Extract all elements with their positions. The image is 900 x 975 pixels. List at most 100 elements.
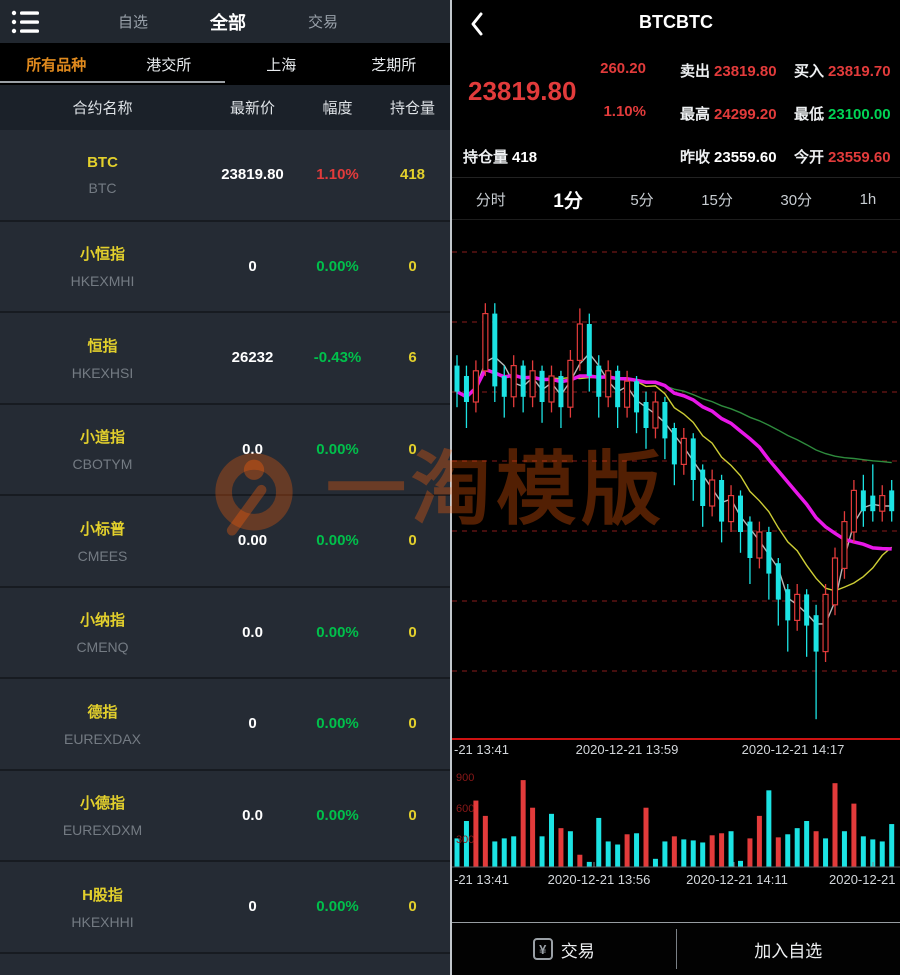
x-axis-label: 2020-12-21 14:11 bbox=[686, 872, 788, 887]
table-row[interactable]: 小恒指 HKEXMHI 0 0.00% 0 bbox=[0, 222, 450, 313]
instrument-name: 小标普 bbox=[79, 520, 125, 538]
instrument-change: 0.00% bbox=[316, 623, 359, 641]
instrument-change: 0.00% bbox=[316, 898, 359, 916]
table-row[interactable]: 小道指 CBOTYM 0.0 0.00% 0 bbox=[0, 405, 450, 496]
table-row[interactable]: 德指 EUREXDAX 0 0.00% 0 bbox=[0, 679, 450, 771]
volume-x-axis: -21 13:41 2020-12-21 13:56 2020-12-21 14… bbox=[452, 872, 900, 894]
instrument-code: HKEXHHI bbox=[71, 913, 134, 930]
buy-quote: 买入 23819.70 bbox=[794, 63, 891, 80]
instrument-price: 0 bbox=[248, 257, 257, 275]
add-watchlist-button[interactable]: 加入自选 bbox=[677, 923, 900, 975]
instrument-volume: 0 bbox=[408, 257, 417, 275]
button-divider bbox=[675, 929, 677, 969]
exchange-tab-shanghai[interactable]: 上海 bbox=[266, 56, 297, 74]
period-tab-timeline[interactable]: 分时 bbox=[475, 191, 506, 209]
nav-tab-all[interactable]: 全部 bbox=[210, 12, 246, 33]
buy-price: 23819.70 bbox=[828, 63, 891, 80]
col-header-change: 幅度 bbox=[322, 100, 353, 117]
add-watchlist-label: 加入自选 bbox=[754, 941, 823, 961]
low-price: 23100.00 bbox=[828, 106, 891, 123]
instrument-name: BTC bbox=[87, 153, 118, 171]
table-row[interactable]: 富时A50 bbox=[0, 954, 450, 975]
instrument-price: 0.0 bbox=[242, 806, 263, 824]
x-axis-label: -21 13:41 bbox=[454, 742, 509, 757]
instrument-list-panel: 自选 全部 交易 所有品种 港交所 上海 芝期所 合约名称 最新价 幅度 持仓量… bbox=[0, 0, 450, 975]
back-chevron-icon bbox=[471, 12, 483, 36]
table-row[interactable]: H股指 HKEXHHI 0 0.00% 0 bbox=[0, 862, 450, 954]
instrument-volume: 0 bbox=[408, 715, 417, 733]
instrument-price: 26232 bbox=[231, 349, 274, 367]
instrument-volume: 0 bbox=[408, 898, 417, 916]
instrument-change: 0.00% bbox=[316, 257, 359, 275]
open-interest: 持仓量 418 bbox=[463, 149, 538, 166]
yen-clipboard-icon: ¥ bbox=[532, 938, 553, 960]
detail-panel: BTCBTC 23819.80 260.20 1.10% 卖出 23819.80 … bbox=[450, 0, 900, 975]
instrument-name: 小德指 bbox=[79, 795, 125, 813]
instrument-code: CBOTYM bbox=[72, 456, 133, 473]
x-axis-label: 2020-12-21 13:56 bbox=[547, 872, 651, 887]
nav-tab-watchlist[interactable]: 自选 bbox=[118, 14, 149, 31]
footer-divider bbox=[452, 922, 900, 923]
instrument-code: EUREXDAX bbox=[63, 730, 142, 747]
open-price: 23559.60 bbox=[828, 149, 891, 166]
table-row[interactable]: 小标普 CMEES 0.00 0.00% 0 bbox=[0, 496, 450, 588]
back-button[interactable] bbox=[464, 10, 490, 38]
instrument-name: 小恒指 bbox=[79, 246, 125, 264]
exchange-tab-hkex[interactable]: 港交所 bbox=[146, 56, 192, 74]
volume-axis-label: 900 bbox=[456, 772, 475, 784]
instrument-volume: 0 bbox=[408, 532, 417, 550]
col-header-volume: 持仓量 bbox=[389, 100, 435, 117]
exchange-tab-all[interactable]: 所有品种 bbox=[26, 56, 87, 74]
detail-header: BTCBTC bbox=[452, 0, 900, 48]
table-header: 合约名称 最新价 幅度 持仓量 bbox=[0, 85, 450, 130]
instrument-change: -0.43% bbox=[313, 349, 362, 367]
exchange-tab-cme[interactable]: 芝期所 bbox=[371, 56, 417, 74]
period-tab-1h[interactable]: 1h bbox=[859, 190, 877, 208]
instrument-code: EUREXDXM bbox=[62, 822, 143, 839]
period-tab-1m[interactable]: 1分 bbox=[553, 190, 583, 212]
instrument-change: 0.00% bbox=[316, 806, 359, 824]
instrument-name: 恒指 bbox=[87, 337, 118, 355]
candlestick-chart[interactable] bbox=[452, 220, 900, 740]
instrument-volume: 418 bbox=[399, 166, 426, 184]
period-tabs: 分时 1分 5分 15分 30分 1h bbox=[452, 179, 900, 220]
prev-close-price: 23559.60 bbox=[714, 149, 777, 166]
instrument-volume: 0 bbox=[408, 440, 417, 458]
period-tab-15m[interactable]: 15分 bbox=[701, 191, 733, 209]
nav-tabs: 自选 全部 交易 bbox=[118, 0, 338, 43]
volume-axis-label: 300 bbox=[456, 834, 475, 846]
col-header-name: 合约名称 bbox=[72, 100, 133, 117]
bottom-action-bar: ¥ 交易 加入自选 bbox=[452, 923, 900, 975]
instrument-code: HKEXHSI bbox=[71, 364, 134, 381]
menu-icon[interactable] bbox=[0, 0, 52, 43]
volume-chart[interactable] bbox=[452, 768, 900, 868]
instrument-code: HKEXMHI bbox=[70, 273, 135, 290]
period-tab-5m[interactable]: 5分 bbox=[630, 191, 654, 209]
instrument-volume: 0 bbox=[408, 806, 417, 824]
instrument-price: 0.0 bbox=[242, 623, 263, 641]
x-axis-label: 2020-12-21 13:59 bbox=[575, 742, 679, 757]
tab-scrollbar bbox=[0, 81, 225, 83]
table-row[interactable]: 恒指 HKEXHSI 26232 -0.43% 6 bbox=[0, 313, 450, 405]
quote-stats: 23819.80 260.20 1.10% 卖出 23819.80 买入 23819… bbox=[452, 48, 900, 178]
instrument-name: 小道指 bbox=[79, 429, 125, 447]
sell-quote: 卖出 23819.80 bbox=[680, 63, 777, 80]
instrument-name: H股指 bbox=[82, 886, 123, 904]
table-row[interactable]: 小纳指 CMENQ 0.0 0.00% 0 bbox=[0, 588, 450, 679]
nav-tab-trade[interactable]: 交易 bbox=[307, 14, 338, 31]
instrument-price: 0 bbox=[248, 898, 257, 916]
trade-button[interactable]: ¥ 交易 bbox=[452, 923, 676, 975]
period-tab-30m[interactable]: 30分 bbox=[780, 191, 813, 209]
table-row[interactable]: 小德指 EUREXDXM 0.0 0.00% 0 bbox=[0, 771, 450, 862]
table-row[interactable]: BTC BTC 23819.80 1.10% 418 bbox=[0, 130, 450, 222]
page-title: BTCBTC bbox=[639, 12, 713, 32]
candle-x-axis: -21 13:41 2020-12-21 13:59 2020-12-21 14… bbox=[452, 742, 900, 766]
x-axis-label: 2020-12-21 1 bbox=[829, 872, 900, 887]
sell-price: 23819.80 bbox=[714, 63, 777, 80]
prev-close-quote: 昨收 23559.60 bbox=[680, 149, 777, 166]
instrument-price: 23819.80 bbox=[221, 166, 284, 184]
volume-axis-label: 600 bbox=[456, 803, 475, 815]
instrument-code: CMENQ bbox=[76, 639, 129, 656]
x-axis-label: -21 13:41 bbox=[454, 872, 509, 887]
last-price: 23819.80 bbox=[468, 76, 577, 106]
